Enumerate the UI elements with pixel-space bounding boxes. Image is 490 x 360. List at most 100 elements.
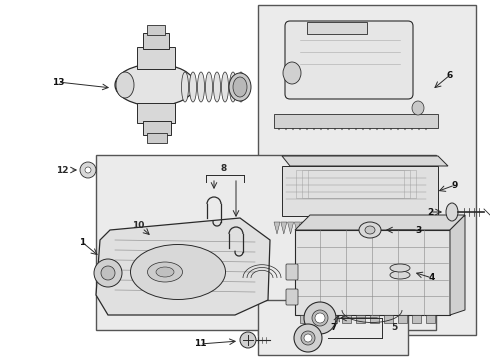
Circle shape (312, 310, 328, 326)
Text: 11: 11 (194, 339, 206, 348)
Polygon shape (390, 222, 395, 234)
Ellipse shape (115, 64, 195, 106)
Ellipse shape (116, 72, 134, 98)
Polygon shape (409, 120, 415, 130)
Polygon shape (311, 120, 317, 130)
Polygon shape (328, 222, 334, 234)
Bar (137, 47, 175, 69)
Polygon shape (403, 222, 409, 234)
Ellipse shape (390, 271, 410, 279)
Circle shape (304, 302, 336, 334)
Polygon shape (402, 120, 408, 130)
Text: 10: 10 (132, 220, 144, 230)
Ellipse shape (390, 278, 410, 286)
Text: 5: 5 (391, 324, 397, 333)
Text: 1: 1 (79, 238, 85, 247)
Bar (342, 315, 351, 323)
Ellipse shape (390, 264, 410, 272)
Polygon shape (332, 120, 338, 130)
Polygon shape (335, 222, 341, 234)
Ellipse shape (221, 72, 228, 102)
Bar (143, 33, 169, 49)
Ellipse shape (446, 203, 458, 221)
Bar (384, 315, 393, 323)
Polygon shape (308, 222, 314, 234)
Bar (328, 315, 337, 323)
Polygon shape (423, 120, 429, 130)
Polygon shape (395, 120, 401, 130)
Bar (370, 315, 379, 323)
Polygon shape (396, 222, 402, 234)
FancyBboxPatch shape (285, 21, 413, 99)
Bar (314, 315, 323, 323)
Polygon shape (356, 222, 362, 234)
Ellipse shape (130, 244, 225, 300)
Text: 2: 2 (427, 207, 433, 216)
Polygon shape (290, 120, 296, 130)
Ellipse shape (359, 222, 381, 238)
Polygon shape (321, 222, 328, 234)
Polygon shape (288, 222, 294, 234)
Polygon shape (416, 120, 422, 130)
Ellipse shape (197, 72, 204, 102)
Polygon shape (297, 120, 303, 130)
FancyBboxPatch shape (286, 289, 298, 305)
Bar (295, 230, 450, 315)
Polygon shape (294, 222, 300, 234)
Polygon shape (430, 222, 437, 234)
Circle shape (240, 332, 256, 348)
Bar (302, 170, 410, 198)
Polygon shape (283, 120, 289, 130)
Bar (398, 315, 407, 323)
Polygon shape (339, 120, 345, 130)
Ellipse shape (181, 72, 189, 102)
Bar (274, 114, 438, 128)
Polygon shape (346, 120, 352, 130)
Polygon shape (423, 222, 430, 234)
Bar (147, 25, 165, 35)
Ellipse shape (238, 72, 245, 102)
Polygon shape (367, 120, 373, 130)
Text: 6: 6 (447, 71, 453, 80)
Ellipse shape (147, 262, 182, 282)
Bar (258, 300, 408, 355)
Bar (356, 315, 365, 323)
Polygon shape (315, 222, 321, 234)
Text: 12: 12 (56, 166, 68, 175)
FancyBboxPatch shape (286, 264, 298, 280)
Polygon shape (450, 215, 465, 315)
Text: 13: 13 (52, 77, 64, 86)
Ellipse shape (229, 73, 251, 101)
Polygon shape (383, 222, 389, 234)
Circle shape (101, 266, 115, 280)
Ellipse shape (190, 72, 196, 102)
Ellipse shape (412, 101, 424, 115)
Bar (137, 103, 175, 123)
Polygon shape (304, 120, 310, 130)
Circle shape (294, 324, 322, 352)
Polygon shape (353, 120, 359, 130)
Polygon shape (349, 222, 355, 234)
Polygon shape (281, 222, 287, 234)
Circle shape (315, 313, 325, 323)
Circle shape (85, 167, 91, 173)
Ellipse shape (205, 72, 213, 102)
Polygon shape (417, 222, 423, 234)
Ellipse shape (214, 72, 220, 102)
Ellipse shape (283, 62, 301, 84)
Bar (147, 133, 167, 143)
Circle shape (80, 162, 96, 178)
Bar (143, 121, 171, 135)
Ellipse shape (233, 77, 247, 97)
Polygon shape (276, 120, 282, 130)
Circle shape (301, 331, 315, 345)
Text: 7: 7 (331, 324, 337, 333)
Bar (412, 315, 421, 323)
Polygon shape (388, 120, 394, 130)
Polygon shape (325, 120, 331, 130)
Polygon shape (301, 222, 307, 234)
Polygon shape (318, 120, 324, 130)
Polygon shape (374, 120, 380, 130)
Polygon shape (410, 222, 416, 234)
Polygon shape (274, 222, 280, 234)
